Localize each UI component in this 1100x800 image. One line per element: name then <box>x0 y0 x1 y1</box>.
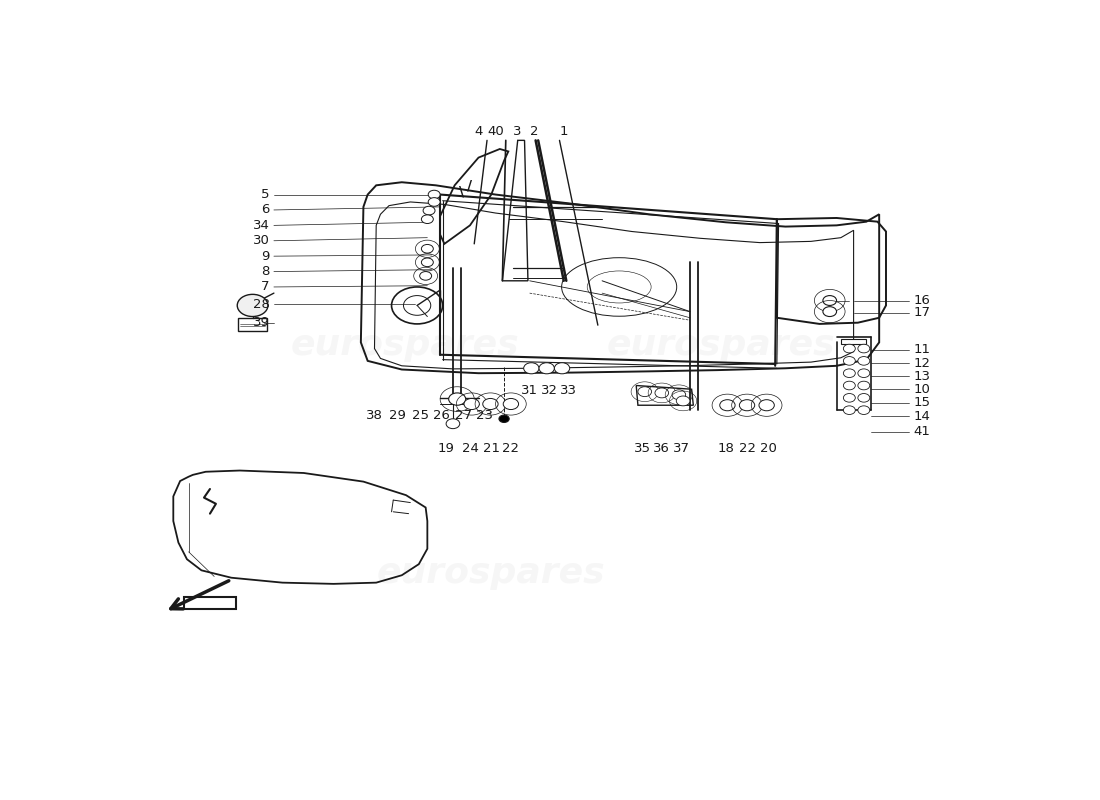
Text: 18: 18 <box>717 442 734 455</box>
Circle shape <box>638 386 651 397</box>
Text: 8: 8 <box>262 265 270 278</box>
Text: \: \ <box>459 185 464 198</box>
Text: 21: 21 <box>483 442 499 455</box>
Text: 27: 27 <box>454 409 472 422</box>
Circle shape <box>464 398 480 410</box>
Circle shape <box>719 400 735 410</box>
Text: 20: 20 <box>760 442 777 455</box>
Circle shape <box>238 294 268 317</box>
Text: 34: 34 <box>253 219 270 232</box>
Circle shape <box>858 344 870 353</box>
Text: 4: 4 <box>474 125 483 138</box>
Text: 24: 24 <box>462 442 478 455</box>
Circle shape <box>823 306 837 317</box>
Text: 17: 17 <box>913 306 931 319</box>
Text: 13: 13 <box>913 370 931 382</box>
Text: 5: 5 <box>261 188 270 201</box>
Circle shape <box>844 394 856 402</box>
Circle shape <box>858 394 870 402</box>
Text: 15: 15 <box>913 396 931 410</box>
Circle shape <box>823 295 837 306</box>
Text: 25: 25 <box>412 409 429 422</box>
Circle shape <box>424 206 434 215</box>
Text: 3: 3 <box>513 125 521 138</box>
Text: 22: 22 <box>738 442 756 455</box>
Text: 31: 31 <box>521 384 538 398</box>
Circle shape <box>554 362 570 374</box>
Circle shape <box>421 258 433 266</box>
Text: /: / <box>468 178 473 192</box>
Text: 40: 40 <box>487 125 504 138</box>
Text: eurospares: eurospares <box>290 329 519 362</box>
Circle shape <box>844 344 856 353</box>
Text: 41: 41 <box>913 426 931 438</box>
Circle shape <box>447 418 460 429</box>
Text: 22: 22 <box>503 442 519 455</box>
Circle shape <box>654 388 669 398</box>
Text: 9: 9 <box>262 250 270 262</box>
Circle shape <box>844 406 856 414</box>
Text: 32: 32 <box>541 384 558 398</box>
Circle shape <box>539 362 554 374</box>
Circle shape <box>483 398 498 410</box>
Circle shape <box>672 390 685 400</box>
Circle shape <box>759 400 774 410</box>
Circle shape <box>421 245 433 253</box>
Circle shape <box>499 415 509 422</box>
Text: 36: 36 <box>653 442 670 455</box>
Text: 23: 23 <box>476 409 493 422</box>
Circle shape <box>428 198 440 206</box>
Text: 33: 33 <box>560 384 578 398</box>
Circle shape <box>428 190 440 199</box>
Circle shape <box>420 271 431 280</box>
FancyBboxPatch shape <box>840 338 867 344</box>
Circle shape <box>739 400 755 410</box>
Circle shape <box>844 357 856 365</box>
Text: 28: 28 <box>253 298 270 310</box>
Text: 16: 16 <box>913 294 931 307</box>
Text: 7: 7 <box>261 281 270 294</box>
Text: 1: 1 <box>560 125 568 138</box>
Circle shape <box>449 393 465 406</box>
Circle shape <box>421 215 433 223</box>
Circle shape <box>844 382 856 390</box>
Text: eurospares: eurospares <box>606 329 835 362</box>
Text: 39: 39 <box>253 316 270 329</box>
Text: 30: 30 <box>253 234 270 247</box>
Text: 14: 14 <box>913 410 931 423</box>
Circle shape <box>858 406 870 414</box>
FancyBboxPatch shape <box>238 318 267 331</box>
Text: 10: 10 <box>913 382 931 396</box>
Text: 37: 37 <box>673 442 690 455</box>
Circle shape <box>858 369 870 378</box>
Text: 38: 38 <box>366 409 383 422</box>
Text: 6: 6 <box>262 203 270 217</box>
FancyBboxPatch shape <box>185 598 235 609</box>
Circle shape <box>858 382 870 390</box>
Circle shape <box>676 396 690 406</box>
Text: 19: 19 <box>438 442 454 455</box>
Text: eurospares: eurospares <box>376 557 605 590</box>
Text: 29: 29 <box>389 409 406 422</box>
Text: 2: 2 <box>530 125 538 138</box>
Circle shape <box>844 369 856 378</box>
Text: 35: 35 <box>634 442 651 455</box>
Circle shape <box>858 357 870 365</box>
Text: 12: 12 <box>913 357 931 370</box>
Circle shape <box>524 362 539 374</box>
Text: 26: 26 <box>433 409 450 422</box>
Circle shape <box>503 398 518 410</box>
Text: 11: 11 <box>913 343 931 356</box>
